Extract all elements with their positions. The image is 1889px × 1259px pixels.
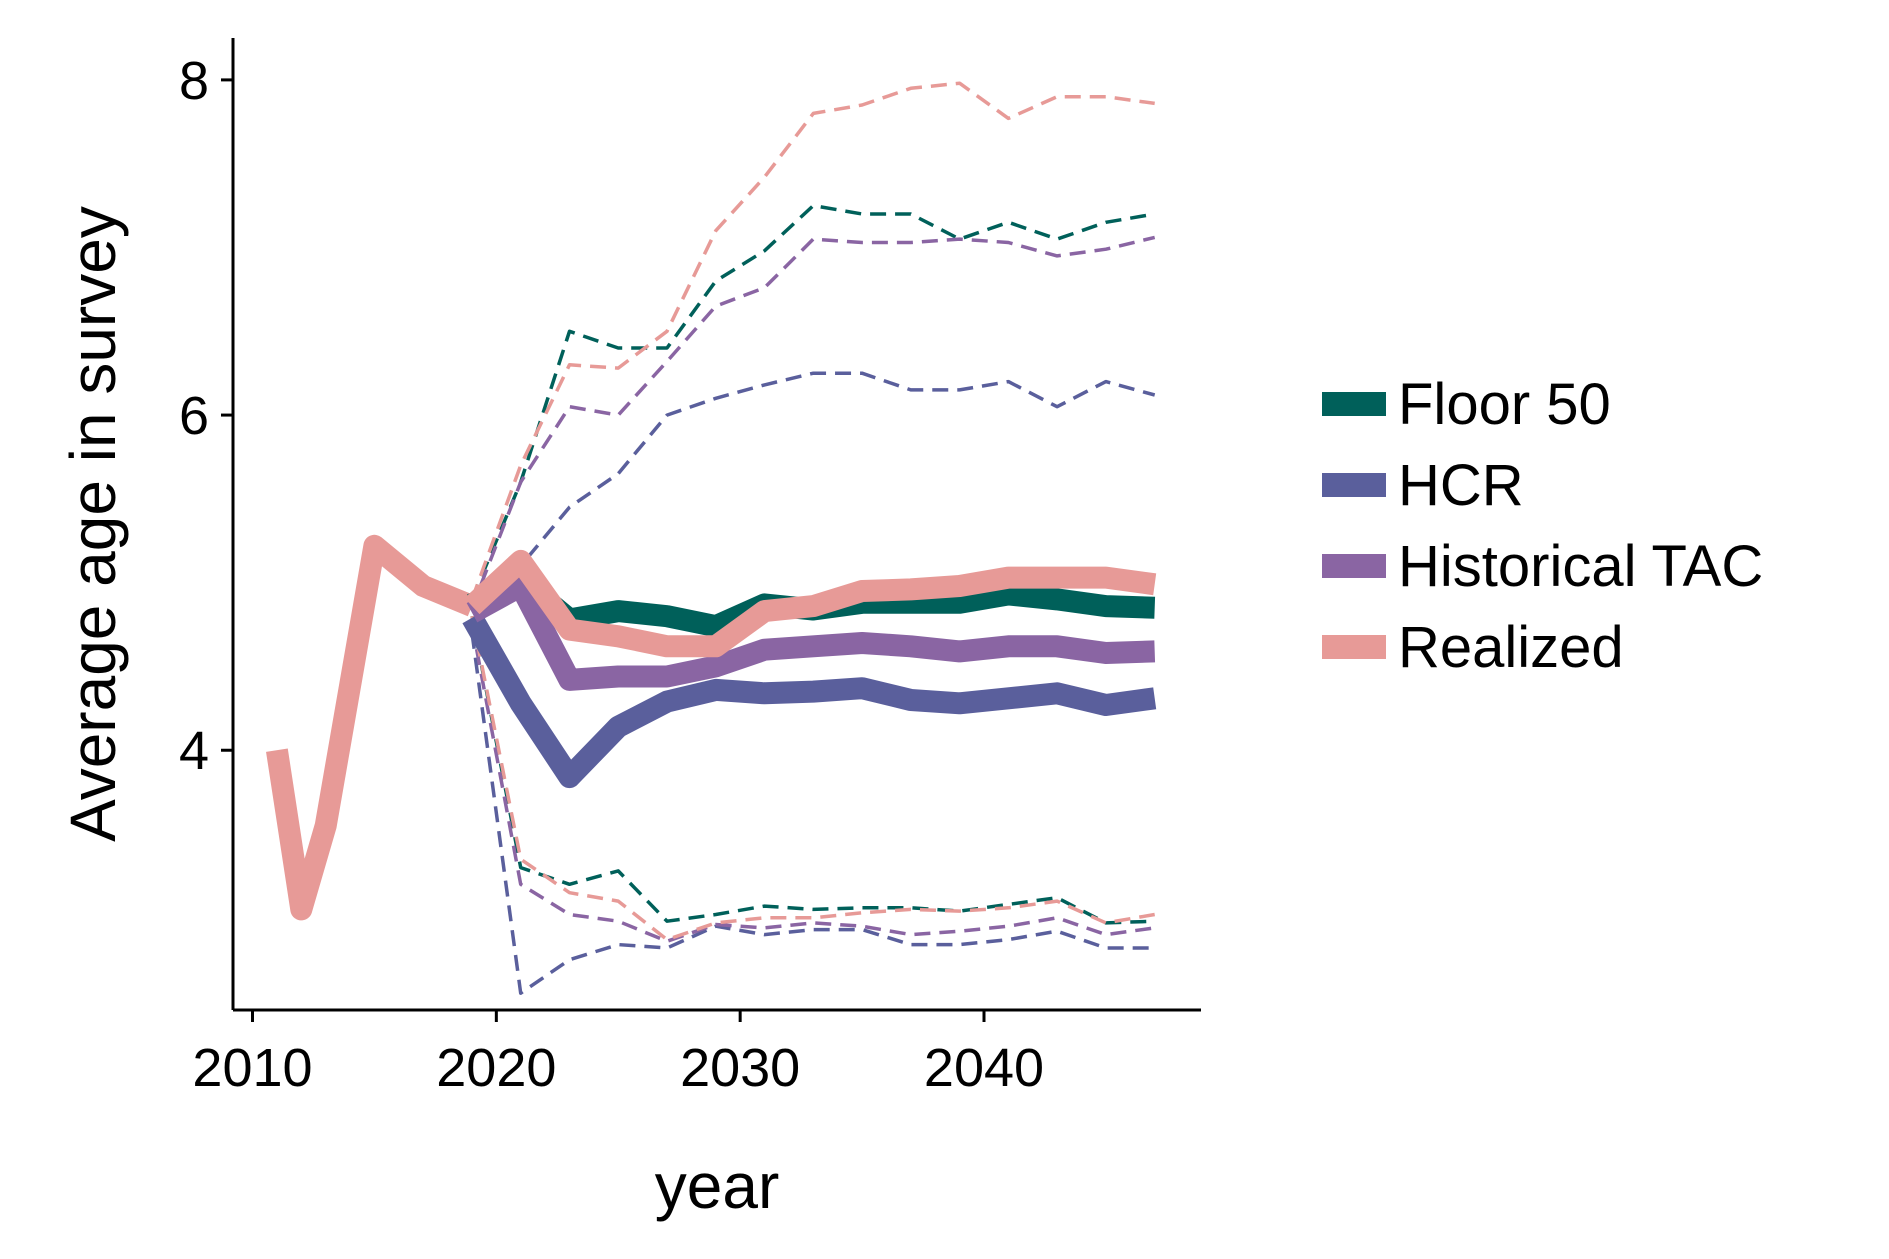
legend-key-realized xyxy=(1322,635,1386,659)
historical-line xyxy=(266,534,477,921)
x-tick-label: 2030 xyxy=(680,1038,800,1098)
x-tick-label: 2020 xyxy=(436,1038,556,1098)
series-floor-50-upper-line xyxy=(470,203,1155,601)
plot-lines xyxy=(266,81,1157,995)
series-hcr-median-line xyxy=(462,612,1157,789)
legend-label-floor-50: Floor 50 xyxy=(1398,372,1611,437)
series-historical-tac-lower-line xyxy=(470,624,1155,944)
legend-label-hcr: HCR xyxy=(1398,453,1524,518)
series-hcr-lower-line xyxy=(470,632,1155,995)
series-historical-tac-upper-line xyxy=(470,235,1156,609)
x-tick-label: 2040 xyxy=(924,1038,1044,1098)
y-axis-title: Average age in survey xyxy=(57,206,129,842)
legend-key-hcr xyxy=(1322,473,1386,497)
legend-label-realized: Realized xyxy=(1398,615,1624,680)
axes: 4 6 8 2010 2020 2030 2040 xyxy=(179,38,1201,1098)
y-tick-label: 4 xyxy=(179,721,209,781)
series-hcr-upper-line xyxy=(470,371,1156,610)
legend: Floor 50 HCR Historical TAC Realized xyxy=(1322,372,1763,680)
series-historical-tac-median-line xyxy=(466,575,1156,691)
x-tick-label: 2010 xyxy=(192,1038,312,1098)
y-tick-label: 6 xyxy=(179,386,209,446)
series-floor-50-lower-line xyxy=(470,615,1155,925)
legend-key-historical-tac xyxy=(1322,554,1386,578)
y-tick-label: 8 xyxy=(179,51,209,111)
y-ticks: 4 6 8 xyxy=(179,51,233,781)
legend-label-historical-tac: Historical TAC xyxy=(1398,534,1763,599)
series-realized-median-line xyxy=(464,549,1157,658)
series-realized-upper-line xyxy=(470,81,1155,600)
x-axis-title: year xyxy=(655,1150,780,1222)
legend-key-floor-50 xyxy=(1322,392,1386,416)
x-ticks: 2010 2020 2030 2040 xyxy=(192,1010,1044,1098)
